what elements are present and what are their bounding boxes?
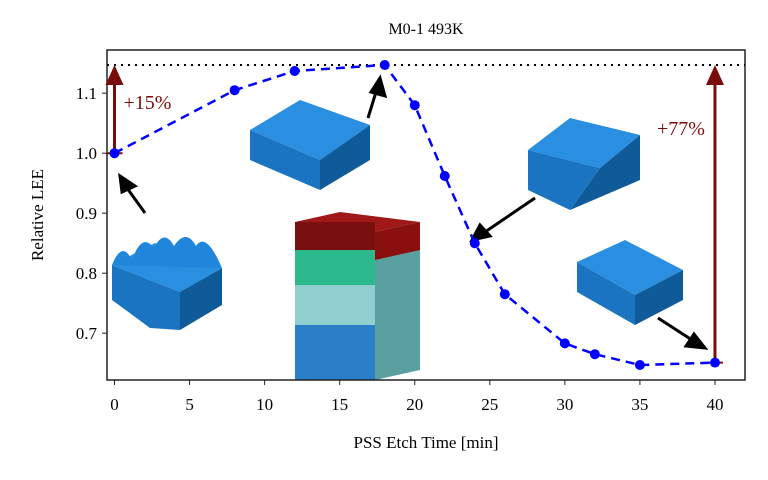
y-tick-label: 1.0	[76, 144, 97, 163]
x-tick-label: 5	[185, 395, 194, 414]
x-tick-label: 40	[706, 395, 723, 414]
series-line	[113, 63, 716, 367]
data-point	[379, 60, 390, 70]
y-tick-label: 1.1	[76, 84, 97, 103]
y-axis-label: Relative LEE	[28, 169, 47, 261]
data-point	[229, 85, 240, 96]
x-tick-label: 20	[406, 395, 423, 414]
y-tick-label: 0.7	[76, 324, 98, 343]
pointer-arrows	[118, 74, 709, 350]
data-point	[634, 360, 645, 370]
x-tick-label: 35	[631, 395, 648, 414]
x-tick-label: 30	[556, 395, 573, 414]
x-tick-label: 25	[481, 395, 498, 414]
annotation-arrowhead	[105, 65, 124, 85]
y-tick-label: 0.8	[76, 264, 97, 283]
surface-image-24min	[528, 118, 640, 210]
data-point	[409, 100, 420, 111]
plot-area: 0 5 10 15 20 25 30 35 40 0.7 0.8 0.9 1.0 1.1 +15% +77%	[76, 49, 746, 414]
surface-image-18min	[250, 100, 370, 190]
plot-frame	[106, 49, 746, 381]
surface-image-initial	[112, 237, 222, 330]
data-point	[289, 66, 300, 76]
y-tick-label: 0.9	[76, 204, 97, 223]
x-tick-label: 10	[256, 395, 273, 414]
chart-title: M0-1 493K	[388, 21, 464, 38]
surface-image-flat	[577, 240, 683, 325]
led-mesh-image	[295, 212, 420, 380]
annotation-label: +15%	[124, 92, 172, 114]
annotation-arrowhead	[705, 65, 724, 85]
annotation-label: +77%	[657, 118, 705, 140]
data-point	[709, 357, 720, 368]
x-tick-label: 0	[110, 395, 119, 414]
data-point	[439, 171, 450, 181]
data-point	[559, 338, 570, 349]
x-tick-label: 15	[331, 395, 348, 414]
data-point	[499, 289, 510, 300]
data-point	[469, 238, 480, 249]
data-point	[109, 148, 120, 159]
x-axis-label: PSS Etch Time [min]	[353, 433, 498, 452]
data-point	[589, 349, 600, 360]
